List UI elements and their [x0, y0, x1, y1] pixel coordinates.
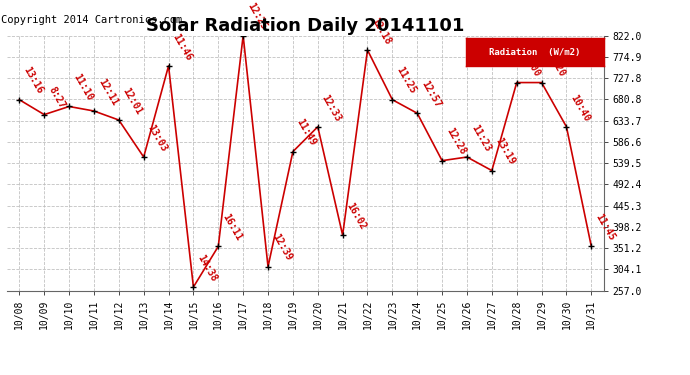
Text: 10:40: 10:40 — [569, 93, 592, 123]
Title: Solar Radiation Daily 20141101: Solar Radiation Daily 20141101 — [146, 18, 464, 36]
Text: 12:57: 12:57 — [420, 79, 442, 110]
Text: 12:39: 12:39 — [270, 232, 293, 263]
Text: 11:46: 11:46 — [170, 32, 194, 62]
Text: 11:23: 11:23 — [469, 123, 492, 153]
Text: 13:03: 13:03 — [146, 123, 169, 153]
Text: 12:11: 12:11 — [96, 77, 119, 107]
Text: 8:27: 8:27 — [46, 86, 67, 111]
Text: 13:16: 13:16 — [21, 66, 45, 96]
Text: 11:49: 11:49 — [295, 117, 318, 148]
Text: 12:18: 12:18 — [369, 16, 393, 46]
Text: 11:00: 11:00 — [519, 48, 542, 79]
Text: 14:38: 14:38 — [195, 253, 219, 283]
Text: Copyright 2014 Cartronics.com: Copyright 2014 Cartronics.com — [1, 15, 182, 25]
Text: 13:19: 13:19 — [494, 136, 518, 167]
Text: 11:45: 11:45 — [593, 212, 617, 243]
Text: 16:02: 16:02 — [344, 201, 368, 231]
Text: 16:11: 16:11 — [220, 212, 244, 243]
Text: 12:33: 12:33 — [319, 93, 343, 123]
Text: 12:20: 12:20 — [544, 48, 567, 79]
Text: 12:01: 12:01 — [121, 86, 144, 116]
Text: 12:25: 12:25 — [245, 2, 268, 32]
Text: 11:10: 11:10 — [71, 72, 95, 103]
Text: 11:25: 11:25 — [395, 66, 417, 96]
Text: 12:28: 12:28 — [444, 126, 467, 157]
